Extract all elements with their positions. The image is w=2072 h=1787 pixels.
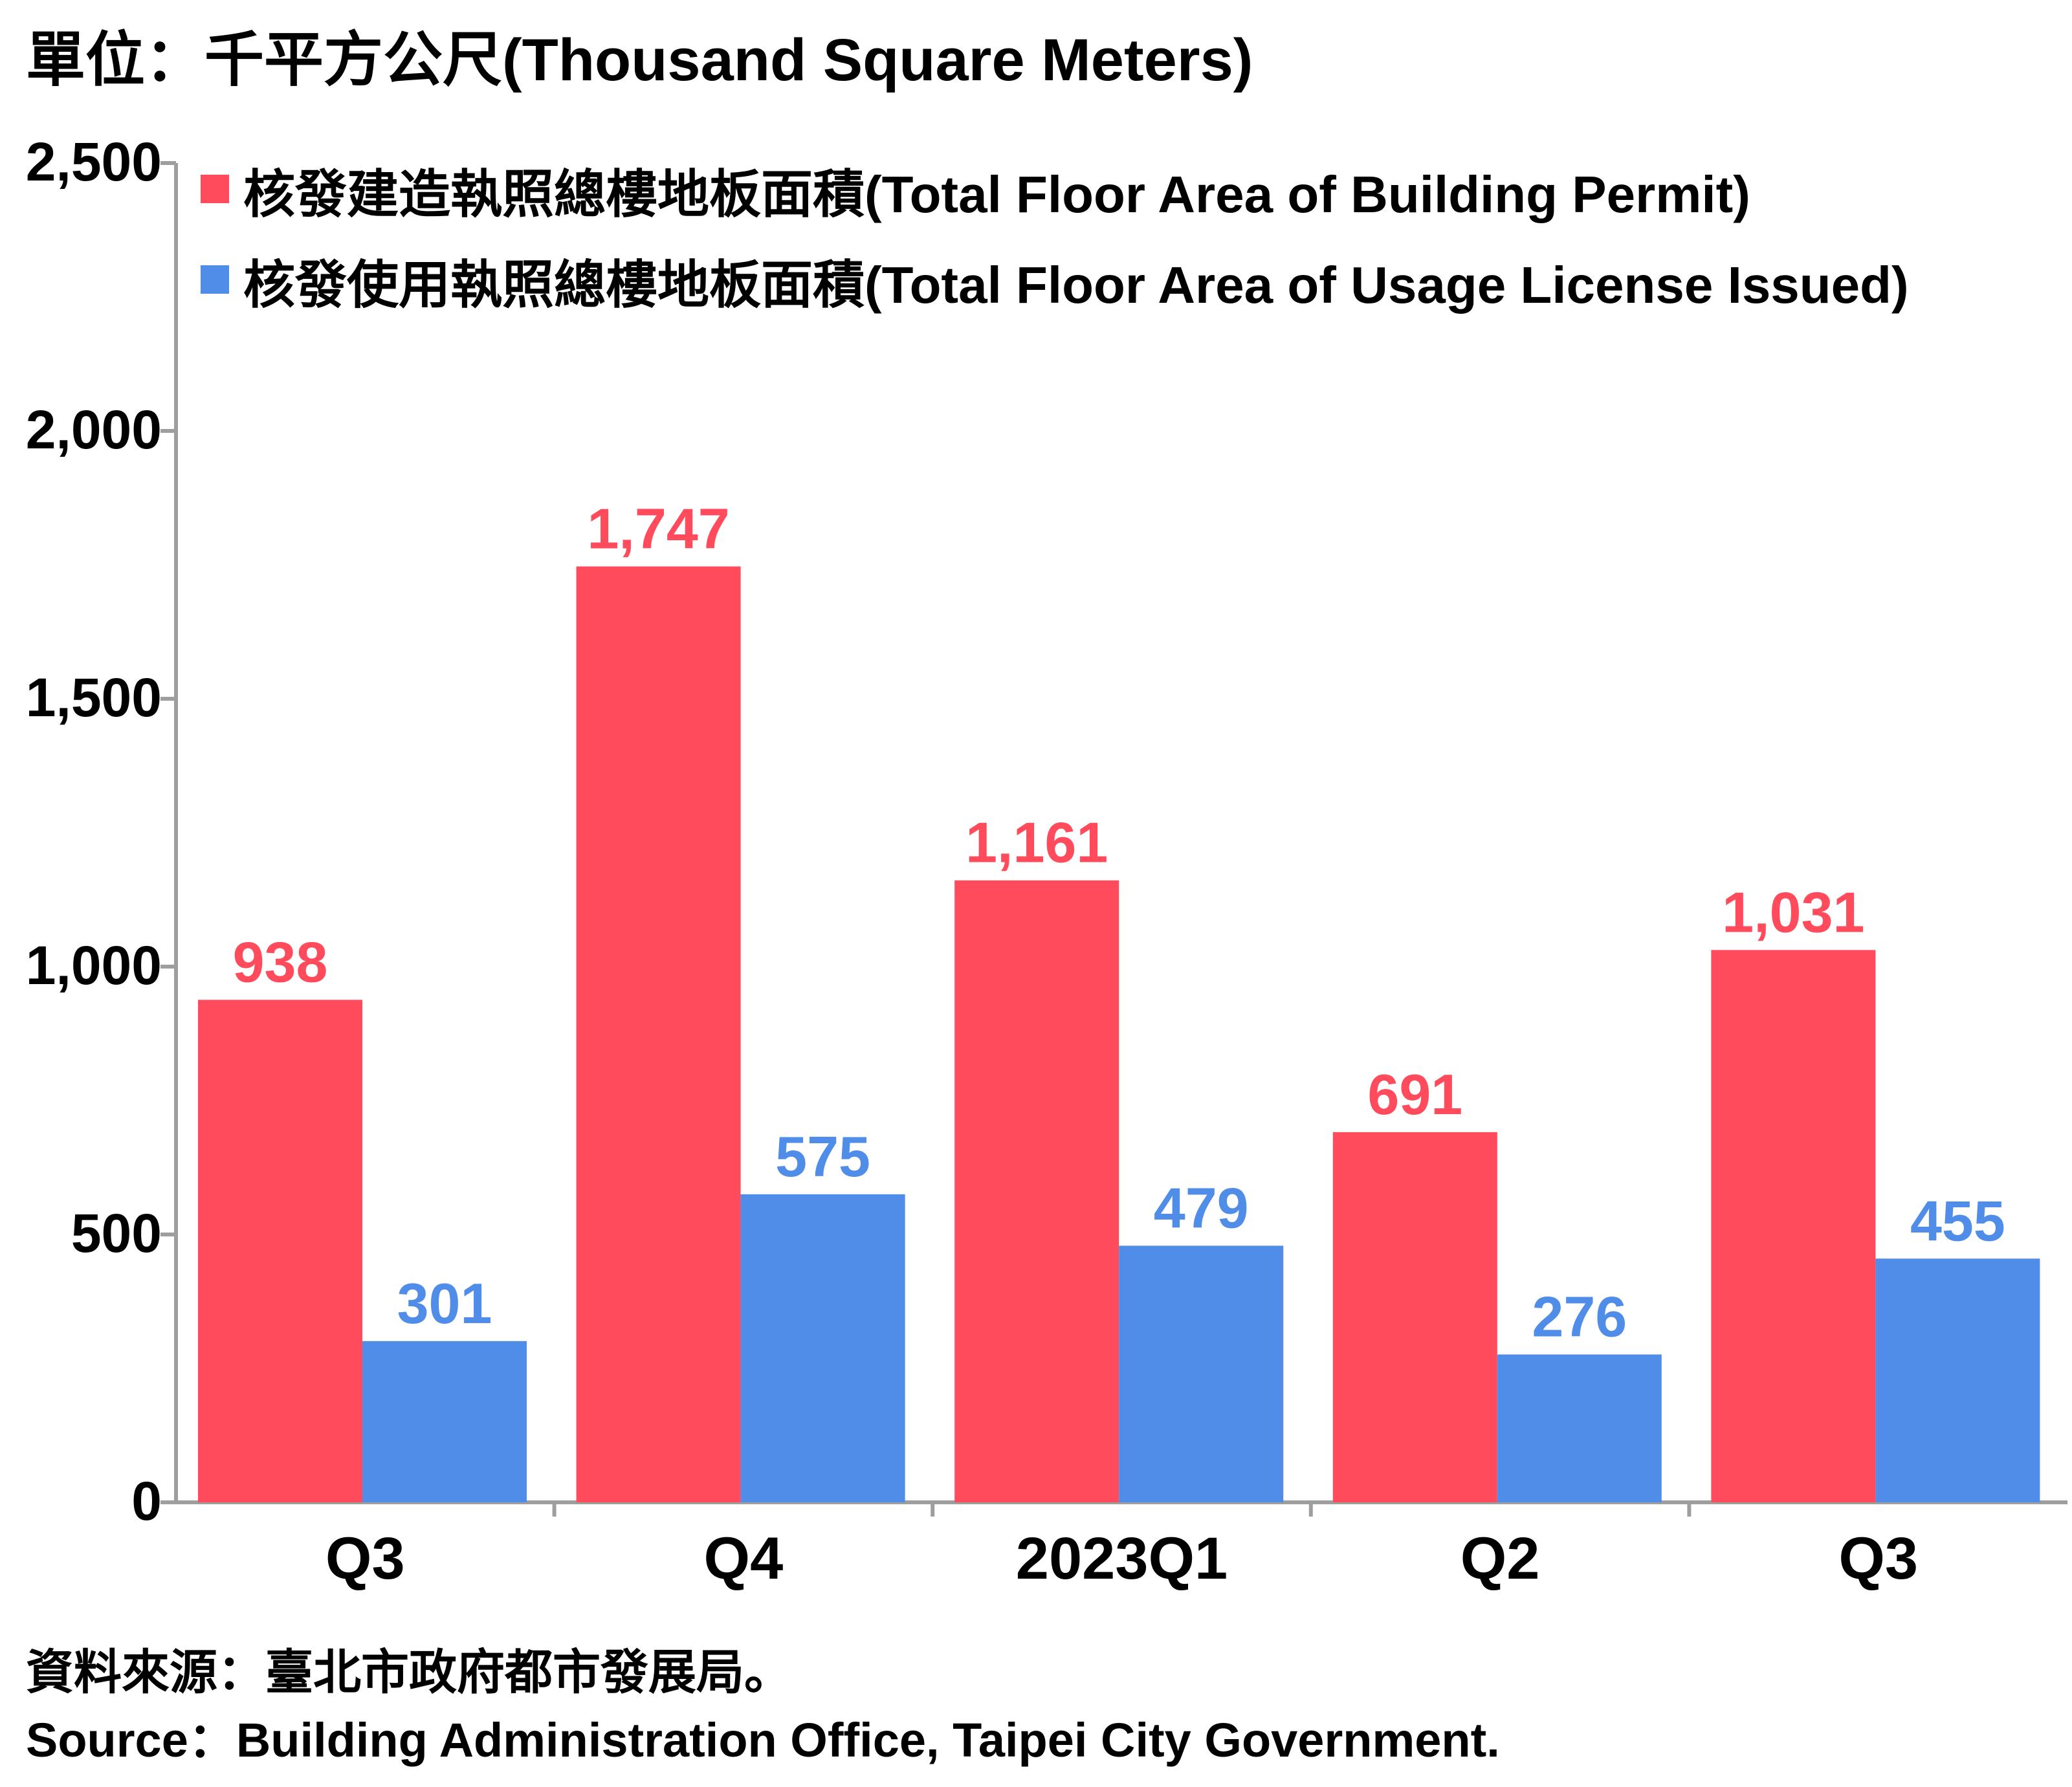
x-category-label-4: Q3 bbox=[1838, 1526, 1918, 1592]
permit-value-label-0: 938 bbox=[233, 930, 328, 994]
usage-value-label-2: 479 bbox=[1154, 1176, 1249, 1240]
legend-label-0: 核發建造執照總樓地板面積(Total Floor Area of Buildin… bbox=[243, 166, 1750, 223]
usage-value-label-1: 575 bbox=[775, 1124, 870, 1189]
permit-value-label-2: 1,161 bbox=[965, 811, 1108, 875]
y-tick-label-1: 500 bbox=[71, 1203, 162, 1264]
usage-value-label-0: 301 bbox=[397, 1271, 492, 1335]
usage-bar-3 bbox=[1497, 1354, 1662, 1502]
y-tick-label-0: 0 bbox=[131, 1471, 162, 1531]
y-tick-label-2: 1,000 bbox=[26, 935, 162, 996]
y-tick-label-3: 1,500 bbox=[26, 667, 162, 728]
legend-swatch-1 bbox=[201, 265, 229, 294]
permit-value-label-4: 1,031 bbox=[1722, 880, 1864, 944]
usage-value-label-4: 455 bbox=[1910, 1189, 2005, 1253]
x-category-label-0: Q3 bbox=[325, 1526, 405, 1592]
permit-bar-2 bbox=[954, 880, 1119, 1502]
source-english: Source：Building Administration Office, T… bbox=[26, 1713, 1500, 1767]
usage-value-label-3: 276 bbox=[1532, 1284, 1627, 1348]
usage-bar-1 bbox=[740, 1194, 905, 1502]
usage-bar-2 bbox=[1119, 1245, 1284, 1502]
usage-bar-0 bbox=[362, 1341, 527, 1502]
source-chinese: 資料來源：臺北市政府都市發展局。 bbox=[26, 1645, 792, 1699]
bar-chart: 0 500 1,000 1,500 2,000 2,500 938 301 Q3 1,747 575… bbox=[26, 131, 2067, 1592]
legend-label-1: 核發使用執照總樓地板面積(Total Floor Area of Usage L… bbox=[243, 256, 1909, 314]
permit-bar-3 bbox=[1332, 1132, 1497, 1502]
permit-bar-1 bbox=[576, 566, 741, 1502]
permit-value-label-3: 691 bbox=[1367, 1062, 1462, 1126]
usage-bar-4 bbox=[1875, 1258, 2040, 1502]
permit-value-label-1: 1,747 bbox=[587, 496, 729, 560]
y-tick-label-5: 2,500 bbox=[26, 131, 162, 192]
x-category-label-2: 2023Q1 bbox=[1016, 1526, 1228, 1592]
x-category-label-1: Q4 bbox=[704, 1526, 784, 1592]
permit-bar-4 bbox=[1711, 950, 1876, 1502]
x-category-label-3: Q2 bbox=[1460, 1526, 1540, 1592]
permit-bar-0 bbox=[198, 1000, 362, 1502]
legend-swatch-0 bbox=[201, 175, 229, 203]
unit-label: 單位：千平方公尺(Thousand Square Meters) bbox=[26, 27, 1253, 93]
y-tick-label-4: 2,000 bbox=[26, 399, 162, 460]
